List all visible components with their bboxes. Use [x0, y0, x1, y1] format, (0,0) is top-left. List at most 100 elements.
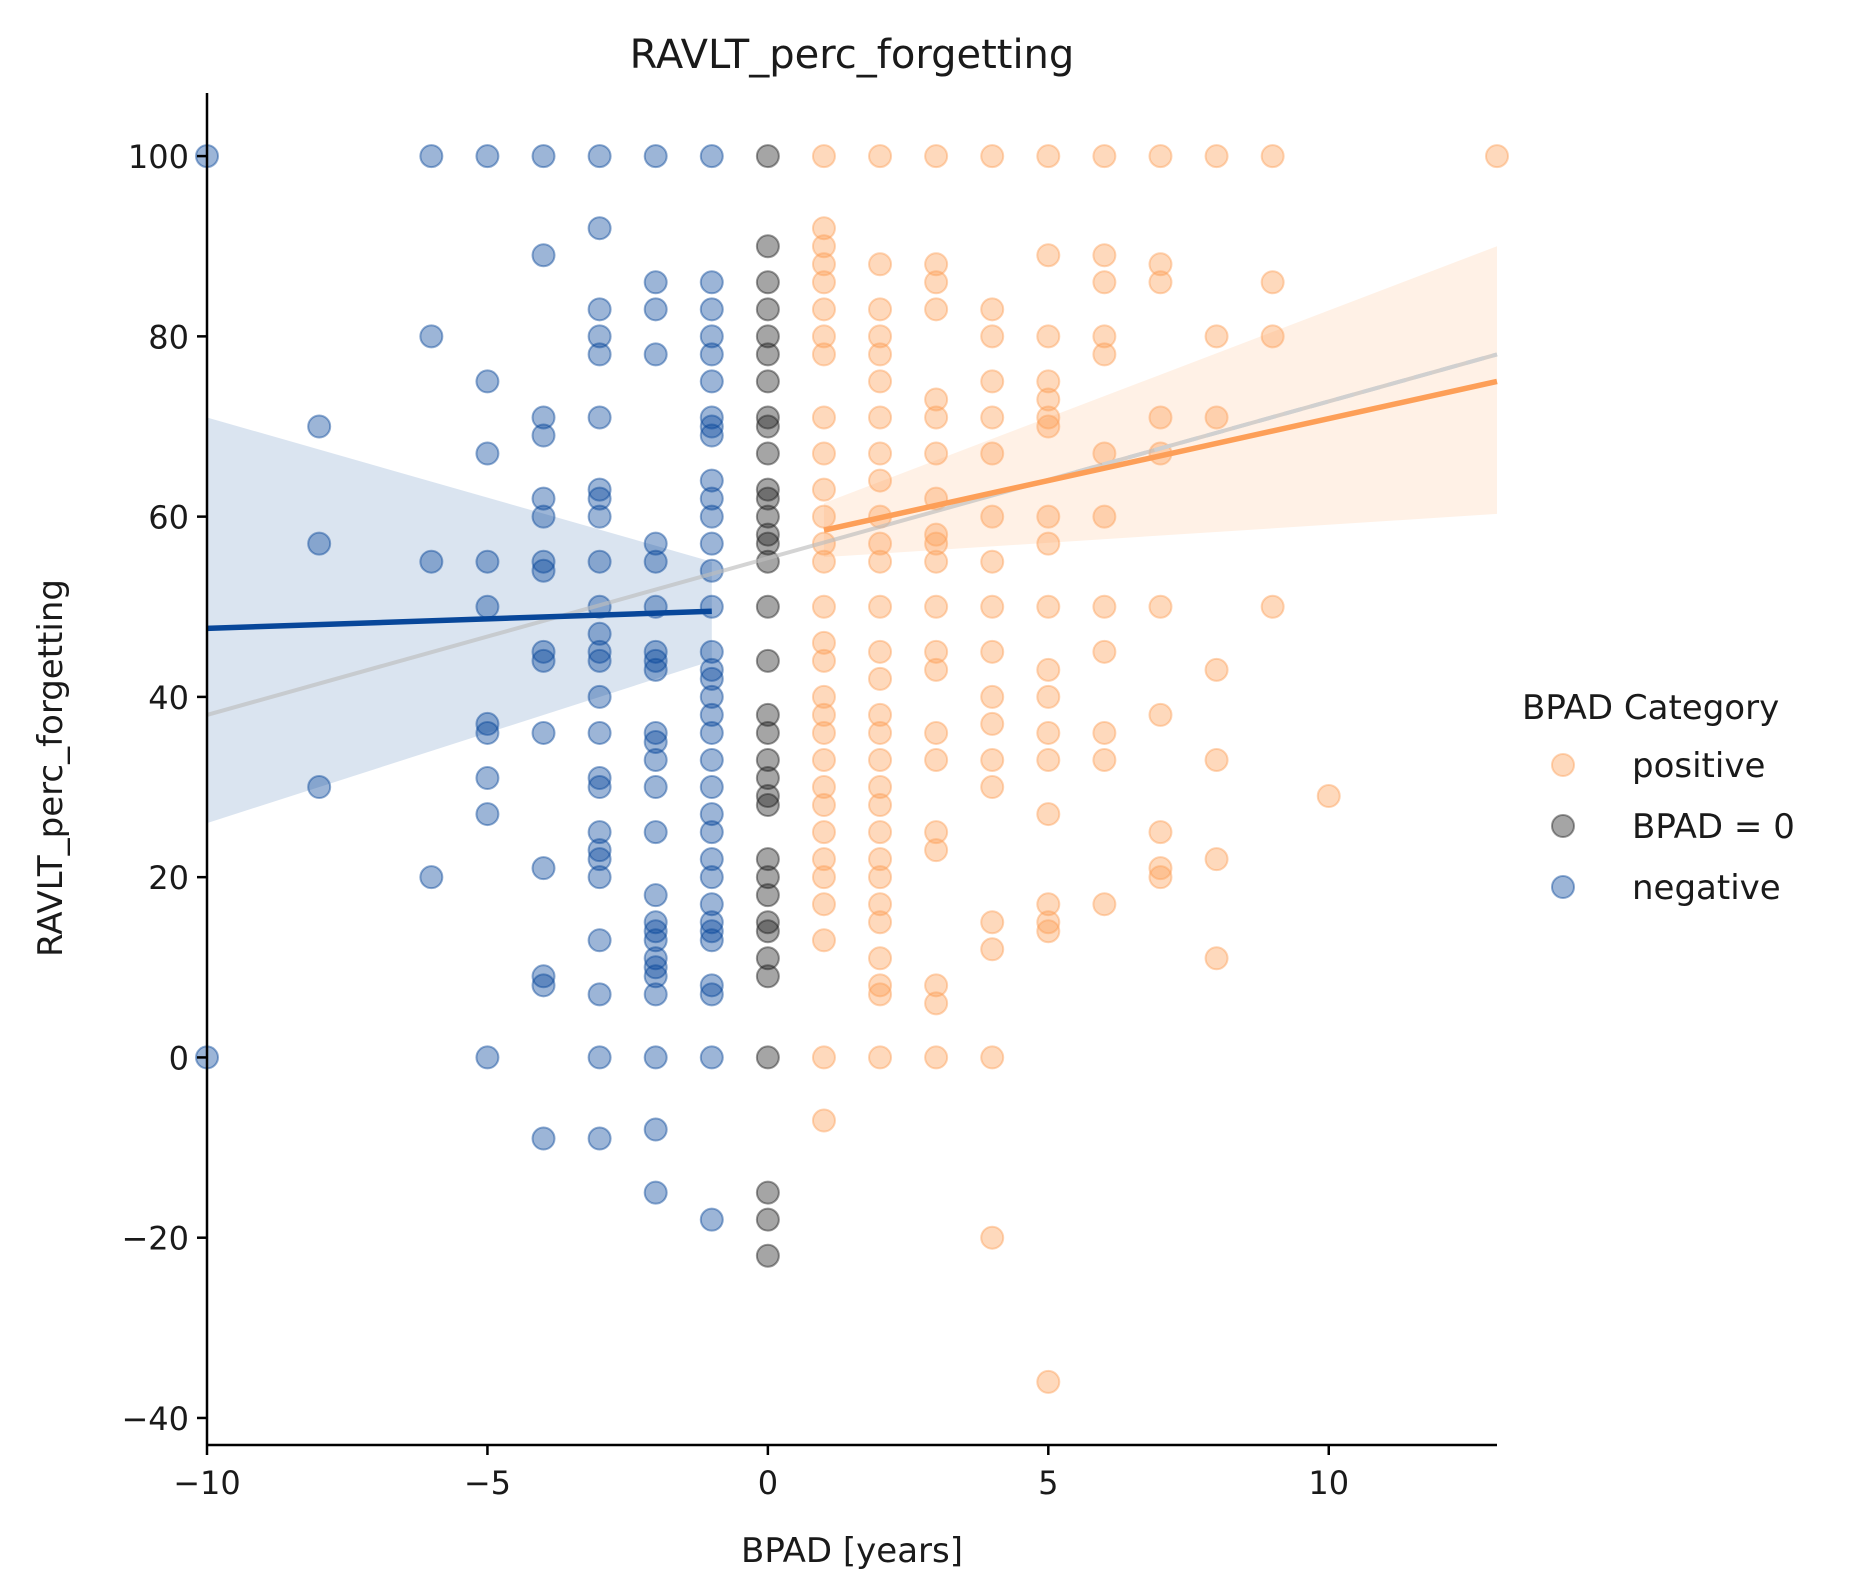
- data-point: [755, 414, 780, 439]
- data-point: [699, 1045, 724, 1070]
- data-point: [868, 946, 893, 971]
- data-point: [980, 775, 1005, 800]
- confidence-band: [823, 246, 1497, 558]
- data-point: [699, 657, 724, 682]
- data-point: [587, 549, 612, 574]
- data-point: [924, 441, 949, 466]
- data-point: [1260, 144, 1285, 169]
- data-point: [1036, 910, 1061, 935]
- data-point: [980, 684, 1005, 709]
- x-tick-label: −5: [464, 1464, 511, 1502]
- y-tick-label: 100: [128, 138, 189, 176]
- data-point: [811, 1045, 836, 1070]
- data-point: [811, 594, 836, 619]
- data-point: [587, 342, 612, 367]
- data-point: [1036, 405, 1061, 430]
- data-point: [419, 144, 444, 169]
- data-point: [699, 324, 724, 349]
- data-point: [811, 216, 836, 241]
- data-point: [475, 549, 500, 574]
- data-point: [1485, 144, 1509, 169]
- data-point: [1036, 243, 1061, 268]
- data-point: [1204, 657, 1229, 682]
- data-point: [924, 657, 949, 682]
- data-point: [1148, 702, 1173, 727]
- data-point: [755, 964, 780, 989]
- data-point: [980, 711, 1005, 736]
- data-point: [1036, 802, 1061, 827]
- legend-label: positive: [1632, 746, 1765, 786]
- data-point: [699, 802, 724, 827]
- data-point: [475, 1045, 500, 1070]
- data-point: [587, 477, 612, 502]
- data-point: [699, 910, 724, 935]
- data-point: [699, 928, 724, 953]
- data-point: [868, 910, 893, 935]
- data-point: [699, 144, 724, 169]
- data-point: [1148, 594, 1173, 619]
- data-point: [1036, 919, 1061, 944]
- data-point: [1148, 270, 1173, 295]
- data-point: [587, 847, 612, 872]
- data-point: [531, 504, 556, 529]
- legend: BPAD Category positive BPAD = 0 negative: [1522, 688, 1795, 908]
- data-point: [587, 504, 612, 529]
- data-point: [1148, 820, 1173, 845]
- legend-marker: [1551, 814, 1575, 838]
- data-point: [868, 666, 893, 691]
- y-axis-ticks: −40 −20 0 20 40 60 80 100: [121, 138, 207, 1438]
- data-point: [924, 522, 949, 547]
- data-point: [1036, 531, 1061, 556]
- data-point: [1092, 747, 1117, 772]
- data-point: [811, 684, 836, 709]
- data-point: [755, 144, 780, 169]
- data-point: [868, 468, 893, 493]
- data-point: [811, 504, 836, 529]
- data-point: [1092, 324, 1117, 349]
- data-point: [1092, 504, 1117, 529]
- data-point: [811, 865, 836, 890]
- legend-items: positive BPAD = 0 negative: [1551, 746, 1795, 908]
- data-point: [980, 405, 1005, 430]
- data-point: [531, 423, 556, 448]
- data-point: [699, 702, 724, 727]
- data-point: [1148, 865, 1173, 890]
- data-point: [475, 594, 500, 619]
- data-point: [924, 144, 949, 169]
- data-point: [419, 549, 444, 574]
- data-point: [699, 342, 724, 367]
- data-point: [1036, 657, 1061, 682]
- data-point: [587, 486, 612, 511]
- data-point: [643, 144, 668, 169]
- y-tick-label: 40: [148, 679, 189, 717]
- data-point: [1092, 243, 1117, 268]
- data-point: [587, 766, 612, 791]
- data-point: [868, 639, 893, 664]
- data-point: [924, 973, 949, 998]
- data-point: [924, 639, 949, 664]
- data-point: [699, 747, 724, 772]
- data-point: [980, 297, 1005, 322]
- overall-regression-dashed: [1075, 352, 1498, 474]
- data-point: [1036, 684, 1061, 709]
- data-point: [755, 1180, 780, 1205]
- data-point: [980, 910, 1005, 935]
- data-point: [587, 405, 612, 430]
- data-point: [980, 441, 1005, 466]
- data-point: [1036, 594, 1061, 619]
- data-point: [1148, 144, 1173, 169]
- data-point: [587, 216, 612, 241]
- data-point: [699, 468, 724, 493]
- data-point: [643, 928, 668, 953]
- data-point: [1204, 946, 1229, 971]
- data-point: [755, 441, 780, 466]
- data-point: [980, 594, 1005, 619]
- data-point: [924, 252, 949, 277]
- data-point: [755, 369, 780, 394]
- data-point: [868, 847, 893, 872]
- data-point: [811, 144, 836, 169]
- data-point: [643, 747, 668, 772]
- data-point: [755, 919, 780, 944]
- data-point: [587, 720, 612, 745]
- data-point: [980, 747, 1005, 772]
